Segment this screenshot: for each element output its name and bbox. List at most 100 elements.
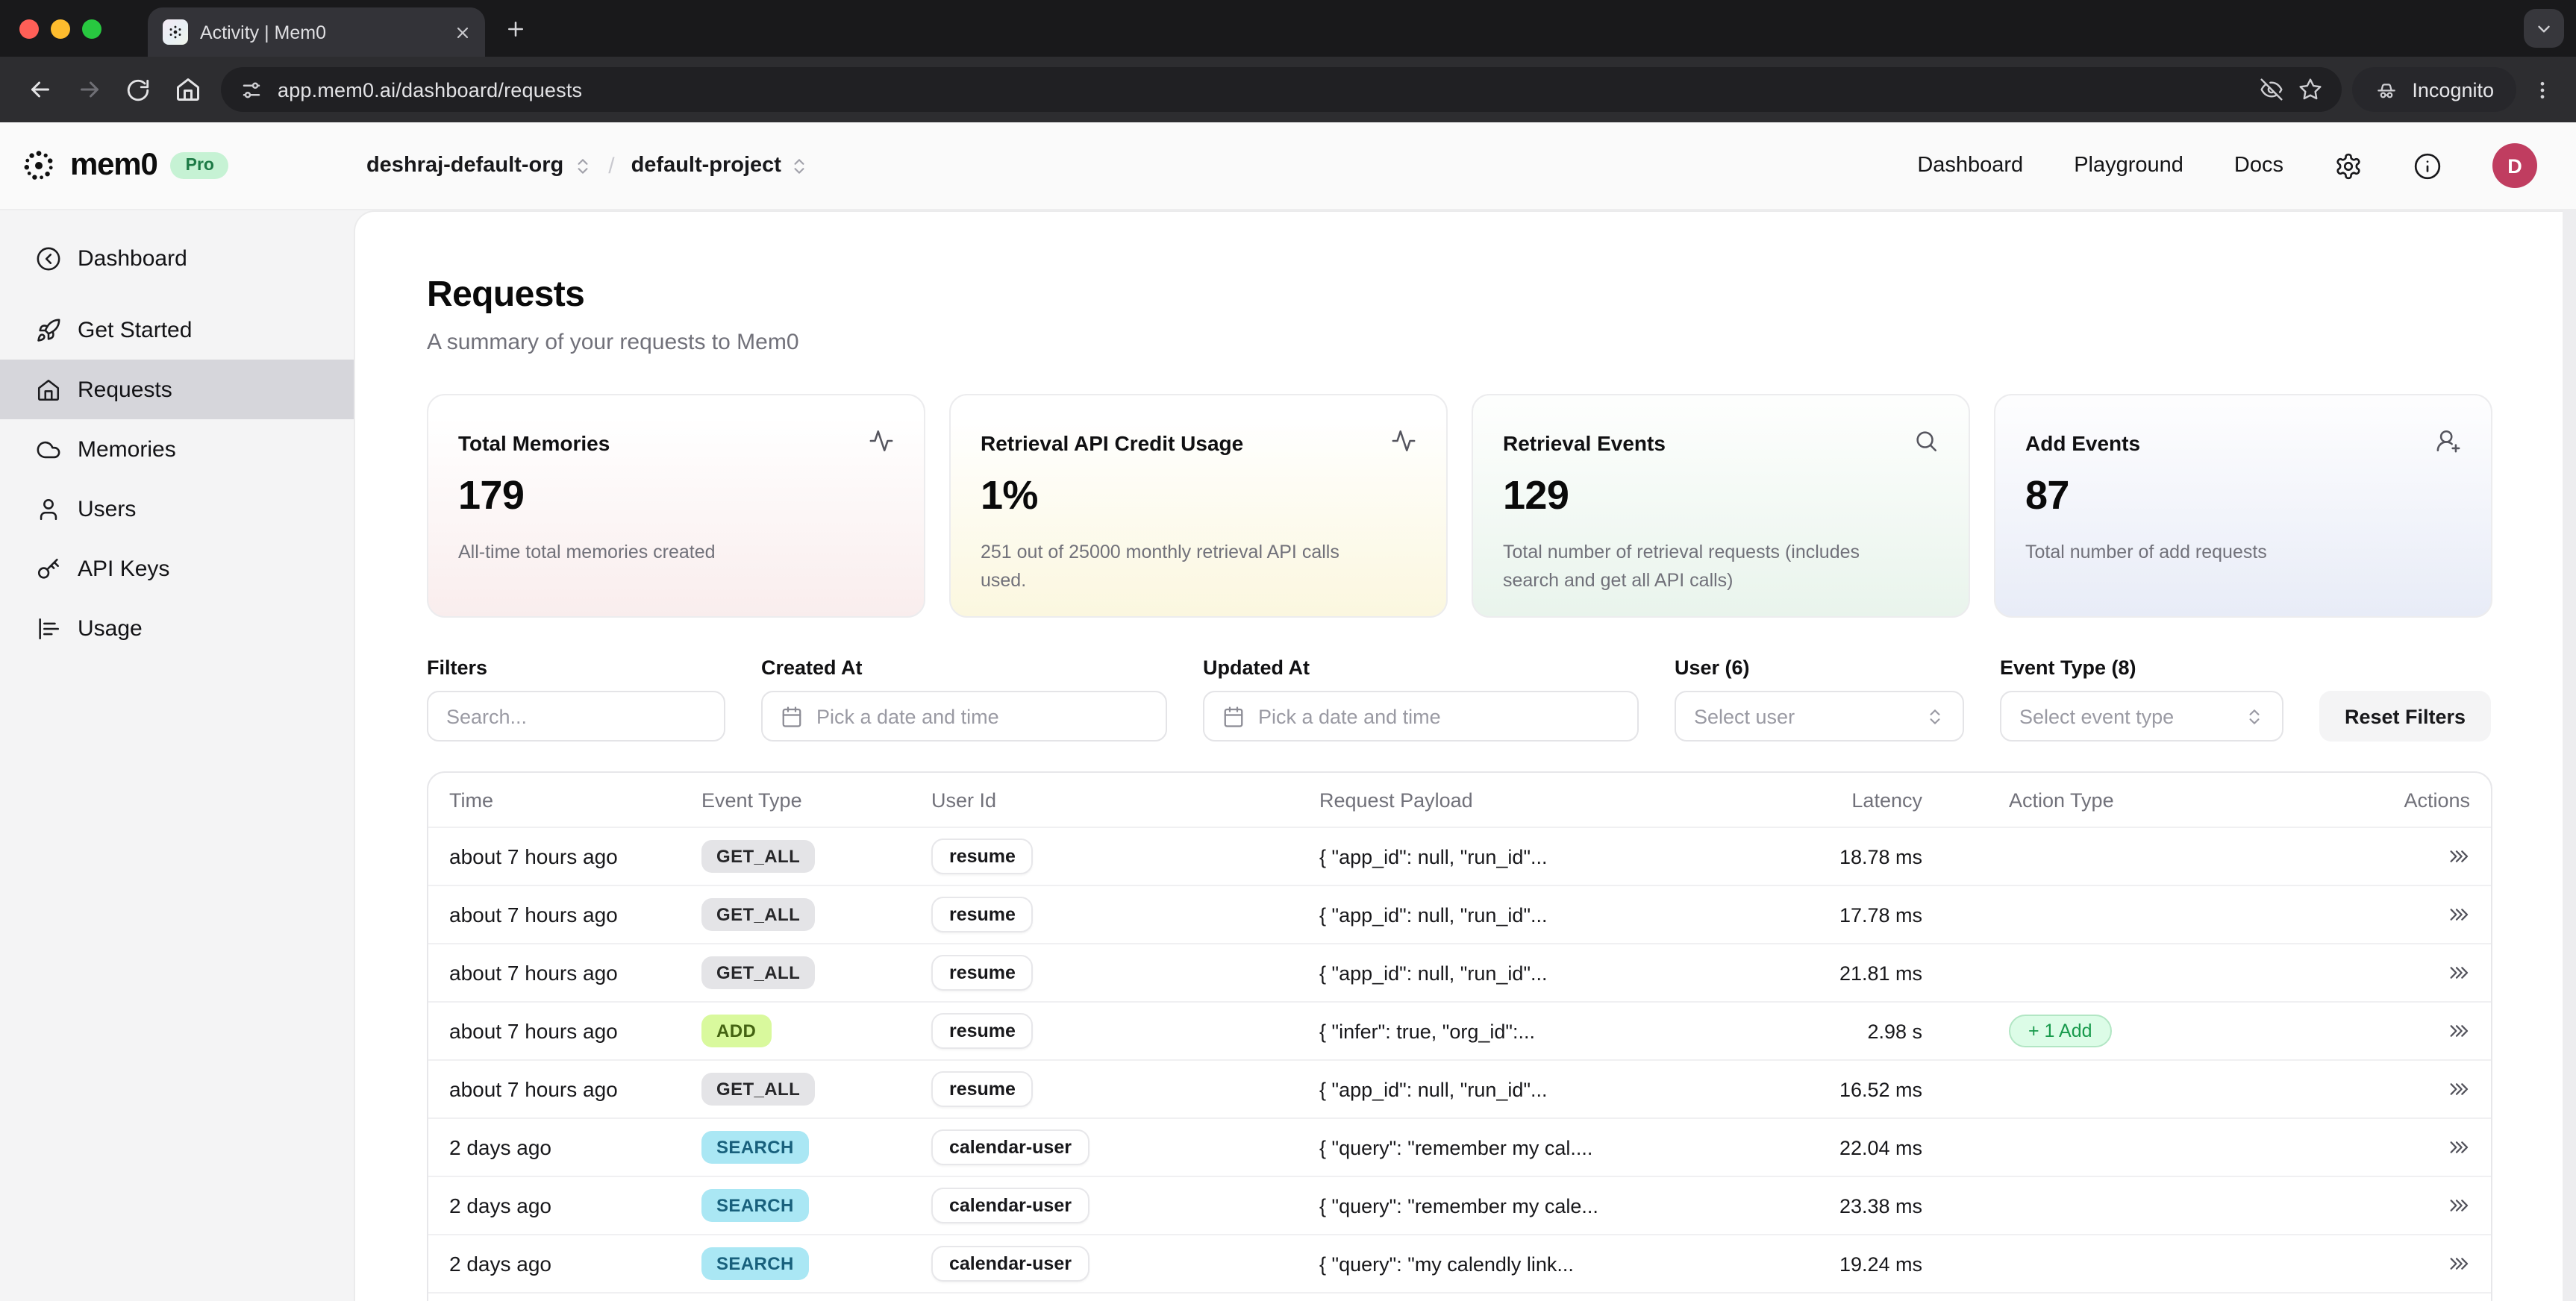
event-type-select[interactable]: Select event type xyxy=(2000,691,2283,742)
browser-menu-icon[interactable] xyxy=(2522,78,2561,101)
key-icon xyxy=(36,556,61,581)
sidebar-item-label: Dashboard xyxy=(78,245,187,271)
expand-row-icon[interactable] xyxy=(2446,1194,2470,1217)
sidebar-item-users[interactable]: Users xyxy=(0,479,354,539)
home-icon[interactable] xyxy=(163,66,212,113)
cell-payload: { "infer": true, "org_id":... xyxy=(1319,1020,1535,1042)
expand-row-icon[interactable] xyxy=(2446,1019,2470,1043)
bookmark-star-icon[interactable] xyxy=(2298,78,2322,101)
eye-off-icon[interactable] xyxy=(2260,78,2283,101)
cell-payload: { "query": "my calendly link... xyxy=(1319,1253,1574,1275)
col-latency: Latency xyxy=(1851,789,1922,811)
sidebar-item-label: Memories xyxy=(78,436,176,462)
cell-latency: 23.38 ms xyxy=(1839,1194,1922,1217)
expand-row-icon[interactable] xyxy=(2446,844,2470,868)
stat-card-retrieval-events: Retrieval Events 129 Total number of ret… xyxy=(1472,394,1970,618)
expand-row-icon[interactable] xyxy=(2446,1135,2470,1159)
user-select-placeholder: Select user xyxy=(1694,705,1795,727)
expand-row-icon[interactable] xyxy=(2446,903,2470,927)
stat-cards: Total Memories 179 All-time total memori… xyxy=(427,394,2492,618)
search-input[interactable] xyxy=(427,691,725,742)
user-select[interactable]: Select user xyxy=(1675,691,1964,742)
expand-row-icon[interactable] xyxy=(2446,1077,2470,1101)
header-nav: Dashboard Playground Docs D xyxy=(1917,143,2537,188)
stat-card-description: All-time total memories created xyxy=(458,542,716,562)
updated-at-picker[interactable]: Pick a date and time xyxy=(1203,691,1639,742)
nav-dashboard-link[interactable]: Dashboard xyxy=(1917,154,2024,178)
org-selector[interactable]: deshraj-default-org xyxy=(366,154,592,178)
app-header: mem0 Pro deshraj-default-org / default-p… xyxy=(0,122,2576,210)
event-type-badge: ADD xyxy=(701,1015,772,1047)
settings-gear-icon[interactable] xyxy=(2334,151,2363,180)
reload-icon[interactable] xyxy=(113,66,163,113)
user-id-badge: calendar-user xyxy=(931,1188,1090,1223)
user-id-badge: calendar-user xyxy=(931,1246,1090,1282)
home-icon xyxy=(36,377,61,402)
created-at-placeholder: Pick a date and time xyxy=(816,705,999,727)
table-header-row: Time Event Type User Id Request Payload … xyxy=(428,773,2491,827)
created-at-picker[interactable]: Pick a date and time xyxy=(761,691,1167,742)
minimize-window-button[interactable] xyxy=(51,19,70,38)
url-bar[interactable]: app.mem0.ai/dashboard/requests xyxy=(221,67,2342,112)
page-scrollbar-track[interactable] xyxy=(2563,210,2576,1301)
created-at-label: Created At xyxy=(761,656,863,679)
updated-at-label: Updated At xyxy=(1203,656,1310,679)
site-settings-icon[interactable] xyxy=(240,78,263,101)
table-row[interactable]: about 7 hours ago GET_ALL resume { "app_… xyxy=(428,885,2491,943)
sidebar-item-usage[interactable]: Usage xyxy=(0,598,354,658)
cell-payload: { "query": "remember my cale... xyxy=(1319,1194,1598,1217)
cell-time: 2 days ago xyxy=(449,1252,551,1276)
table-row[interactable]: 2 days ago SEARCH calendar-user { "query… xyxy=(428,1234,2491,1292)
breadcrumb-separator: / xyxy=(608,153,615,178)
cell-latency: 18.78 ms xyxy=(1839,845,1922,868)
table-row[interactable]: about 7 hours ago GET_ALL resume { "app_… xyxy=(428,1059,2491,1117)
activity-icon xyxy=(869,428,894,454)
activity-icon xyxy=(1391,428,1416,454)
user-id-badge: resume xyxy=(931,897,1034,932)
sidebar-item-label: Get Started xyxy=(78,317,193,342)
reset-filters-button[interactable]: Reset Filters xyxy=(2319,691,2492,742)
new-tab-button[interactable] xyxy=(504,17,527,40)
sidebar-item-dashboard[interactable]: Dashboard xyxy=(0,228,354,288)
updated-at-placeholder: Pick a date and time xyxy=(1258,705,1441,727)
event-type-badge: GET_ALL xyxy=(701,840,816,873)
table-row[interactable]: 2 days ago SEARCH calendar-user { "query… xyxy=(428,1117,2491,1176)
nav-docs-link[interactable]: Docs xyxy=(2233,154,2283,178)
stat-card-title: Retrieval Events xyxy=(1503,431,1666,455)
sidebar-item-get-started[interactable]: Get Started xyxy=(0,300,354,360)
action-type-badge: + 1 Add xyxy=(2009,1015,2112,1047)
sidebar-item-label: API Keys xyxy=(78,556,170,581)
tab-search-chevron-button[interactable] xyxy=(2524,9,2564,48)
sidebar-item-memories[interactable]: Memories xyxy=(0,419,354,479)
back-icon[interactable] xyxy=(15,66,64,113)
close-window-button[interactable] xyxy=(19,19,39,38)
forward-icon[interactable] xyxy=(64,66,113,113)
event-type-badge: SEARCH xyxy=(701,1189,809,1222)
table-row[interactable]: about 7 hours ago GET_ALL resume { "app_… xyxy=(428,827,2491,885)
info-icon[interactable] xyxy=(2413,151,2442,180)
zoom-window-button[interactable] xyxy=(82,19,101,38)
url-text[interactable]: app.mem0.ai/dashboard/requests xyxy=(278,78,583,101)
mem0-logo[interactable]: mem0 Pro xyxy=(21,148,229,184)
cell-time: about 7 hours ago xyxy=(449,961,618,985)
project-selector[interactable]: default-project xyxy=(631,154,810,178)
expand-row-icon[interactable] xyxy=(2446,961,2470,985)
col-time: Time xyxy=(449,789,493,811)
sidebar-item-api-keys[interactable]: API Keys xyxy=(0,539,354,598)
sidebar-item-requests[interactable]: Requests xyxy=(0,360,354,419)
table-row[interactable]: about 7 hours ago GET_ALL resume { "app_… xyxy=(428,943,2491,1001)
mem0-logo-icon xyxy=(21,148,57,184)
table-row[interactable]: 2 days ago SEARCH calendar-user { "query… xyxy=(428,1176,2491,1234)
mem0-wordmark: mem0 xyxy=(70,148,158,182)
stat-card-value: 87 xyxy=(2025,473,2069,518)
stat-card-title: Add Events xyxy=(2025,431,2141,455)
calendar-icon xyxy=(1222,705,1245,727)
browser-tab[interactable]: Activity | Mem0 xyxy=(148,7,485,57)
nav-playground-link[interactable]: Playground xyxy=(2074,154,2183,178)
requests-table: Time Event Type User Id Request Payload … xyxy=(427,771,2492,1301)
tab-close-icon[interactable] xyxy=(454,23,472,41)
user-avatar[interactable]: D xyxy=(2492,143,2537,188)
expand-row-icon[interactable] xyxy=(2446,1252,2470,1276)
table-row[interactable]: about 7 hours ago ADD resume { "infer": … xyxy=(428,1001,2491,1059)
